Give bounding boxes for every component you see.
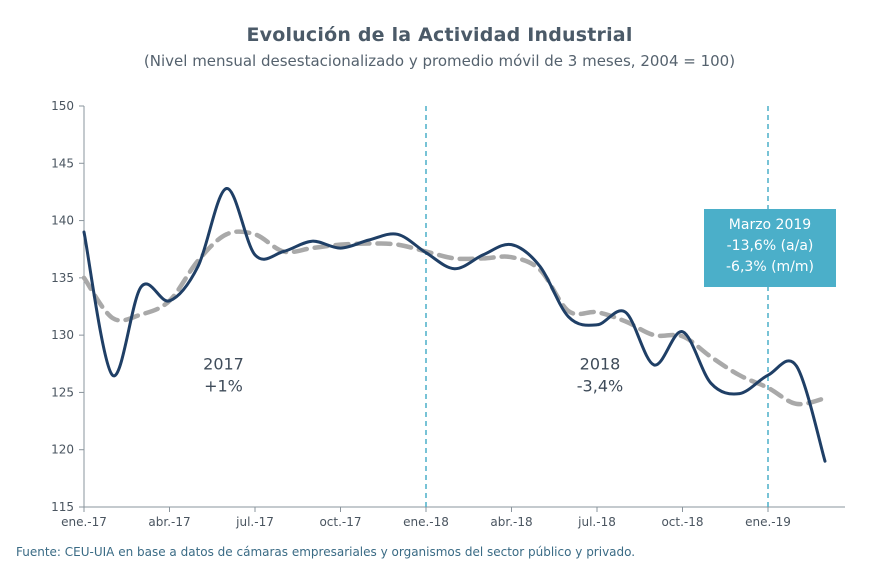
y-tick-label: 145 xyxy=(51,156,74,170)
x-tick-label: jul.-18 xyxy=(577,515,616,529)
year-annotation-2018-line2: -3,4% xyxy=(577,377,623,396)
y-tick-label: 135 xyxy=(51,271,74,285)
chart-subtitle: (Nivel mensual desestacionalizado y prom… xyxy=(143,52,736,70)
x-tick-label: oct.-18 xyxy=(661,515,703,529)
x-tick-label: abr.-17 xyxy=(148,515,190,529)
y-tick-label: 115 xyxy=(51,500,74,514)
march-2019-callout: Marzo 2019 -13,6% (a/a) -6,3% (m/m) xyxy=(704,209,836,287)
x-tick-label: ene.-18 xyxy=(403,515,449,529)
y-tick-label: 125 xyxy=(51,385,74,399)
callout-mom: -6,3% (m/m) xyxy=(726,259,814,275)
series-line-nivel-mensual xyxy=(82,187,827,463)
y-tick-label: 140 xyxy=(51,214,74,228)
x-tick-label: ene.-19 xyxy=(745,515,791,529)
callout-yoy: -13,6% (a/a) xyxy=(726,238,814,254)
year-annotation-2017-line2: +1% xyxy=(204,377,243,396)
source-note: Fuente: CEU-UIA en base a datos de cámar… xyxy=(16,545,636,559)
y-tick-label: 130 xyxy=(51,328,74,342)
x-tick-label: ene.-17 xyxy=(61,515,107,529)
series-line-promedio-movil xyxy=(81,229,828,407)
x-tick-label: jul.-17 xyxy=(235,515,274,529)
x-tick-label: abr.-18 xyxy=(490,515,532,529)
x-tick-label: oct.-17 xyxy=(319,515,361,529)
year-annotation-2018-line1: 2018 xyxy=(580,355,621,374)
chart-title: Evolución de la Actividad Industrial xyxy=(246,24,633,46)
year-annotation-2017-line1: 2017 xyxy=(203,355,244,374)
y-tick-label: 150 xyxy=(51,99,74,113)
callout-title: Marzo 2019 xyxy=(728,217,812,233)
y-tick-label: 120 xyxy=(51,443,74,457)
